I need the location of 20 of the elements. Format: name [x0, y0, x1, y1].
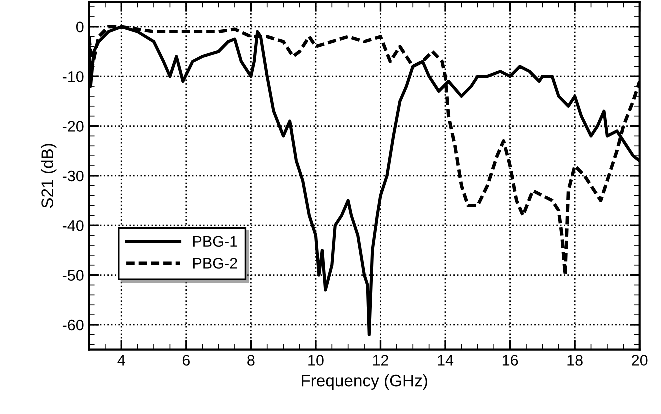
y-tick-label: 0 [76, 22, 84, 33]
x-axis-title: Frequency (GHz) [302, 374, 428, 390]
x-tick-label: 10 [308, 355, 324, 366]
legend-label: PBG-1 [193, 236, 238, 248]
y-tick-label: -60 [62, 320, 84, 331]
x-tick-label: 6 [182, 355, 190, 366]
y-tick-label: -20 [62, 121, 84, 132]
y-tick-label: -40 [62, 220, 84, 232]
x-tick-label: 8 [248, 355, 255, 366]
x-tick-label: 20 [632, 355, 648, 366]
x-tick-label: 12 [373, 355, 388, 366]
y-tick-label: -10 [62, 71, 84, 82]
x-tick-label: 4 [118, 355, 126, 366]
y-tick-label: -50 [62, 270, 84, 281]
x-tick-label: 16 [502, 355, 518, 366]
x-tick-label: 18 [568, 355, 583, 366]
legend-label: PBG-2 [193, 258, 238, 269]
y-axis-title: S21 (dB) [41, 144, 57, 208]
x-tick-label: 14 [438, 355, 454, 366]
y-tick-label: -30 [62, 170, 84, 182]
